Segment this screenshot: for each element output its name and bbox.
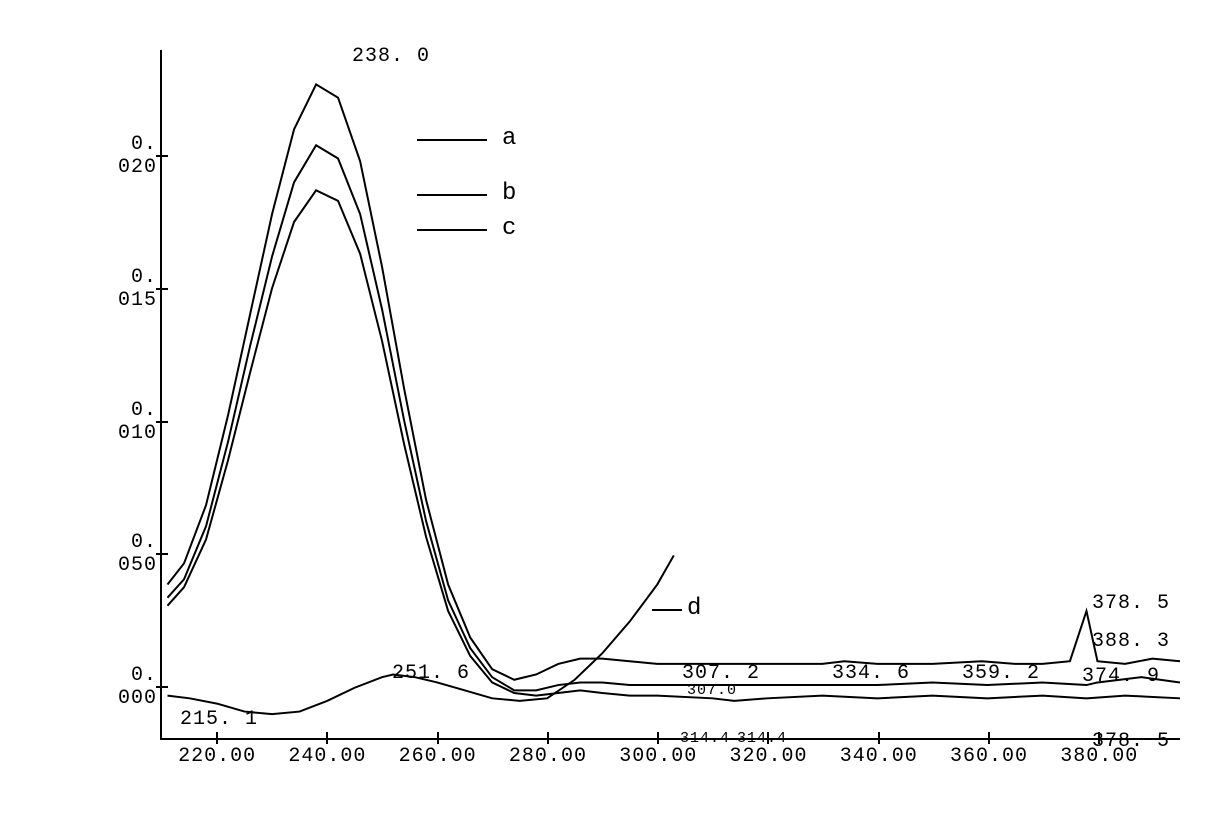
y-tick-mark [156,553,168,555]
series-label-d: d [687,595,701,622]
x-tick-label: 320.00 [729,745,807,768]
leader-line [417,229,487,231]
series-label-a: a [502,125,516,152]
peak-label: 314.4 [737,730,787,747]
leader-line [417,139,487,141]
y-tick-mark [156,288,168,290]
x-tick-label: 340.00 [840,745,918,768]
peak-label: 215. 1 [180,708,258,731]
leader-line [417,194,487,196]
x-tick-mark [547,732,549,744]
peak-label: 374. 9 [1082,665,1160,688]
curve-c [167,190,1180,701]
peak-label: 238. 0 [352,45,430,68]
peak-label: 314.4 [680,730,730,747]
x-tick-label: 240.00 [288,745,366,768]
leader-line [652,609,682,611]
curve-a [167,84,1180,679]
x-tick-mark [988,732,990,744]
peak-label: 251. 6 [392,662,470,685]
peak-label: 334. 6 [832,662,910,685]
curves-svg [162,50,1180,738]
x-tick-mark [657,732,659,744]
x-tick-label: 360.00 [950,745,1028,768]
x-tick-mark [326,732,328,744]
spectrum-chart: 0. 0000. 0500. 0100. 0150. 020220.00240.… [100,20,1200,790]
x-tick-mark [437,732,439,744]
y-tick-label: 0. 000 [87,664,157,710]
y-tick-mark [156,155,168,157]
y-tick-mark [156,421,168,423]
x-tick-mark [216,732,218,744]
x-tick-mark [878,732,880,744]
peak-label: 359. 2 [962,662,1040,685]
curve-d [167,555,673,714]
x-tick-label: 260.00 [399,745,477,768]
y-tick-label: 0. 050 [87,531,157,577]
y-tick-mark [156,686,168,688]
x-tick-label: 280.00 [509,745,587,768]
peak-label: 307.0 [687,682,737,699]
peak-label: 378. 5 [1092,592,1170,615]
peak-label: 388. 3 [1092,630,1170,653]
x-tick-label: 220.00 [178,745,256,768]
series-label-c: c [502,215,516,242]
peak-label: 378. 5 [1092,730,1170,753]
y-tick-label: 0. 015 [87,266,157,312]
y-tick-label: 0. 020 [87,133,157,179]
series-label-b: b [502,180,516,207]
x-tick-label: 300.00 [619,745,697,768]
plot-area: 0. 0000. 0500. 0100. 0150. 020220.00240.… [160,50,1180,740]
y-tick-label: 0. 010 [87,399,157,445]
